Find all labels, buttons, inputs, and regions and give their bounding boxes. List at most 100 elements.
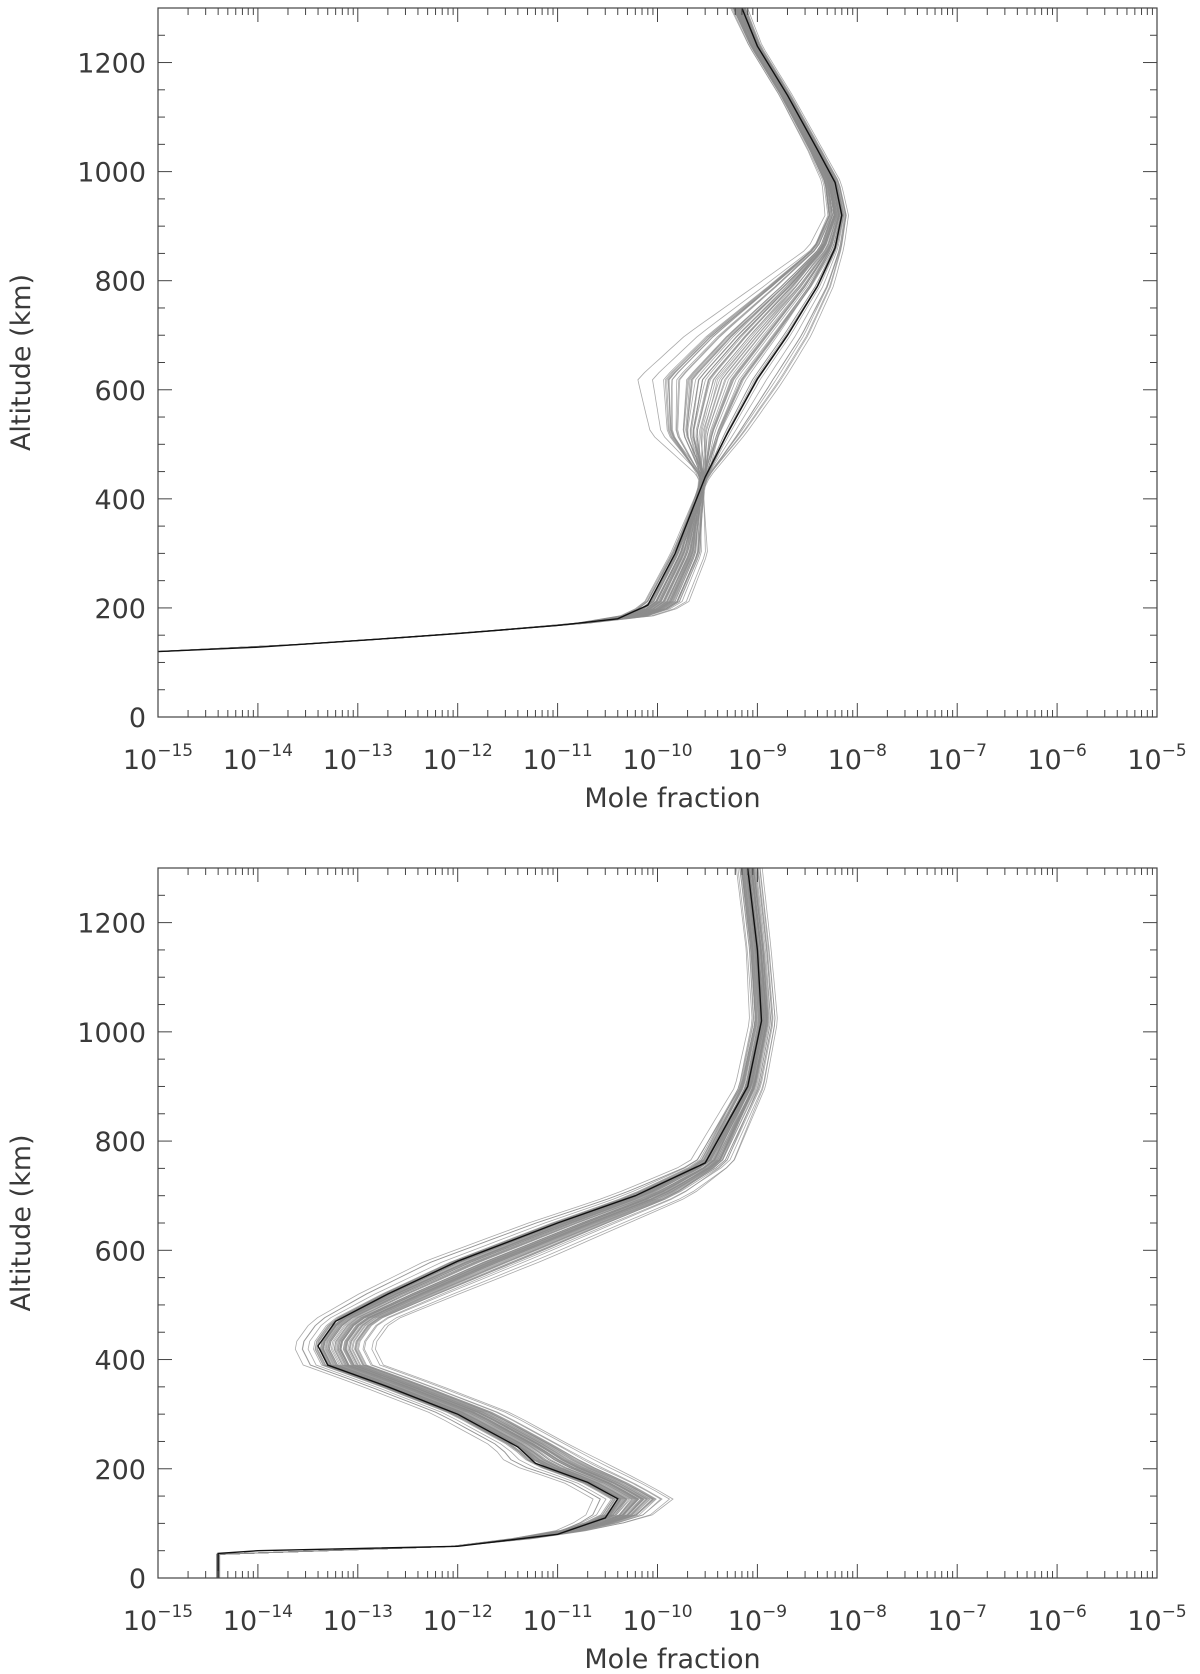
ensemble-line [158,8,830,652]
ensemble-line [216,868,753,1578]
x-tick-label: 10−9 [728,1602,787,1637]
ensemble-line [216,868,750,1578]
ensemble-line [158,8,833,652]
ensemble-line [159,8,830,652]
ensemble-line [218,868,776,1578]
ensemble-line [158,8,835,652]
ensemble-line [217,868,765,1578]
x-tick-label: 10−13 [323,1602,393,1637]
ensemble-line [216,868,754,1578]
ensemble-line [158,8,833,652]
ensemble-line [217,868,760,1578]
y-tick-label: 400 [94,1346,146,1377]
ensemble-line [217,868,763,1578]
ensemble-line [218,868,774,1578]
nominal-line [158,8,843,653]
ensemble-line [217,868,762,1578]
ensemble-line [218,868,765,1578]
ensemble-line [158,8,830,652]
ensemble-line [218,868,767,1578]
ensemble-line [217,868,763,1578]
ensemble-line [217,868,763,1578]
y-tick-label: 1000 [77,1018,146,1049]
ensemble-line [216,868,756,1578]
ensemble-line [217,868,761,1578]
ensemble-line [217,868,767,1578]
x-tick-label: 10−12 [423,1602,493,1637]
ensemble-line [158,8,835,652]
ensemble-line [217,868,764,1578]
y-axis-label: Altitude (km) [6,1134,37,1311]
y-axis-ticks [158,7,1157,718]
ensemble-line [218,868,767,1578]
nominal-line [217,868,763,1578]
ensemble-line [217,868,764,1578]
ensemble-line [217,868,761,1578]
ensemble-line [218,868,768,1578]
ensemble-line [217,868,762,1578]
ensemble-line [159,8,836,652]
ensemble-line [158,8,835,652]
x-tick-label: 10−9 [728,741,787,776]
ensemble-line [216,868,756,1578]
ensemble-line [158,8,832,652]
ensemble-line [217,868,764,1578]
ensemble-line [158,8,833,652]
x-axis-ticks [157,8,1153,717]
ensemble-line [158,8,833,652]
chart-panel-bottom: 0 200 400 600 800 1000 1200 10−15 10−14 10−13 10−1… [6,867,1187,1674]
ensemble-line [218,868,773,1578]
ensemble-line [217,868,759,1578]
y-tick-label: 1000 [77,158,146,189]
y-tick-label: 400 [94,485,146,516]
ensemble-line [158,8,839,652]
x-tick-label: 10−13 [323,741,393,776]
ensemble-line [159,8,847,652]
x-tick-label: 10−14 [223,1602,293,1637]
ensemble-line [217,868,762,1578]
ensemble-line [159,8,833,652]
ensemble-line [158,8,835,652]
y-tick-label: 0 [129,1564,146,1595]
y-tick-label: 1200 [77,49,146,80]
x-tick-label: 10−14 [223,741,293,776]
ensemble-line [217,868,756,1578]
ensemble-line [158,8,830,652]
ensemble-series [158,8,849,652]
ensemble-line [217,868,758,1578]
y-tick-label: 600 [94,376,146,407]
ensemble-line [218,868,768,1578]
ensemble-line [216,868,757,1578]
ensemble-line [217,868,763,1578]
y-tick-label: 200 [94,1455,146,1486]
ensemble-line [217,868,765,1578]
y-tick-label: 800 [94,267,146,298]
ensemble-line [217,868,764,1578]
ensemble-line [218,868,772,1578]
ensemble-line [217,868,764,1578]
ensemble-line [161,8,841,652]
ensemble-line [158,8,831,652]
x-tick-label: 10−5 [1127,741,1186,776]
ensemble-line [217,868,763,1578]
ensemble-line [217,868,768,1578]
ensemble-line [217,868,761,1578]
ensemble-line [158,8,845,652]
ensemble-line [218,868,771,1578]
ensemble-line [217,868,759,1578]
ensemble-line [158,8,835,652]
ensemble-line [218,868,769,1578]
ensemble-line [218,868,769,1578]
ensemble-line [217,868,762,1578]
x-tick-label: 10−6 [1027,1602,1086,1637]
ensemble-line [218,868,769,1578]
ensemble-line [216,868,759,1578]
plot-frame [157,867,1158,1579]
x-tick-label: 10−11 [522,1602,592,1637]
ensemble-line [216,868,755,1578]
ensemble-line [217,868,767,1578]
nominal-series [217,868,763,1578]
x-tick-label: 10−7 [927,1602,986,1637]
ensemble-line [158,8,826,652]
